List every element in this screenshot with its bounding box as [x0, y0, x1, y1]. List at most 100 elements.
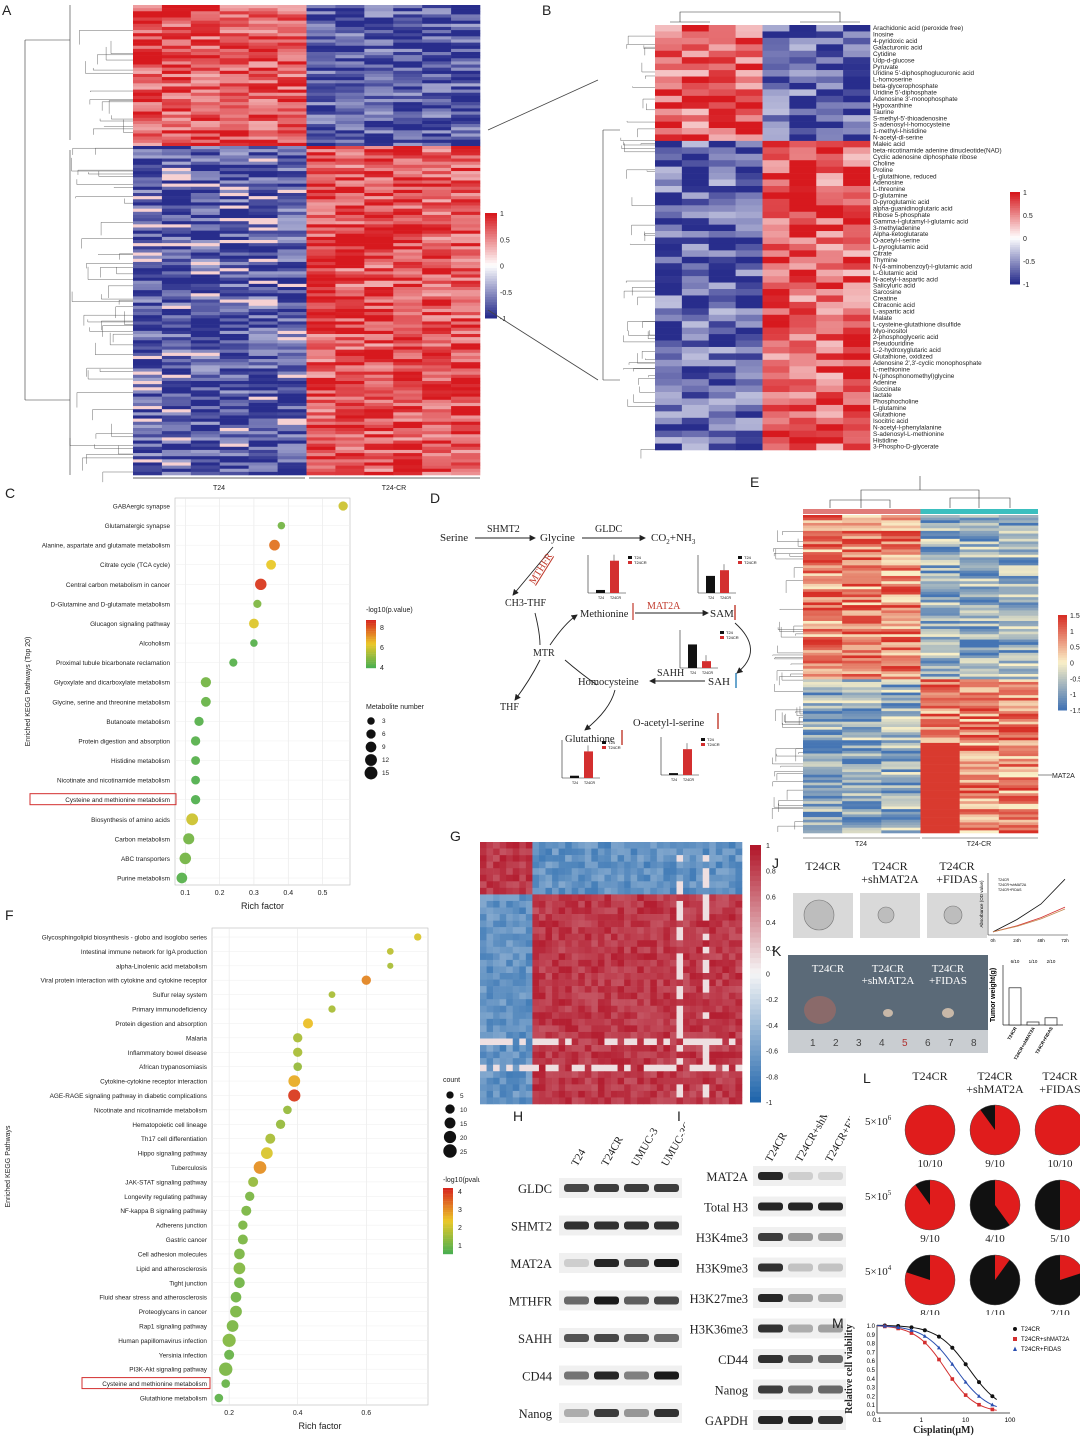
heat-cell	[133, 67, 163, 72]
dendrogram-branch	[626, 280, 655, 283]
corr-cell	[486, 946, 494, 954]
corr-cell	[656, 881, 664, 889]
heat-cell	[842, 565, 882, 569]
bubble-point	[237, 1234, 248, 1245]
heat-cell	[842, 785, 882, 789]
metabolite-label: Gamma-l-glutamyl-l-glutamic acid	[873, 218, 969, 225]
metabolite-label: Uridine 5'-diphosphate	[873, 90, 937, 97]
corr-cell	[643, 979, 651, 987]
corr-cell	[519, 959, 527, 967]
heat-cell	[190, 365, 221, 369]
corr-cell	[728, 894, 736, 902]
dendrogram-branch	[778, 800, 803, 812]
heat-cell	[161, 402, 192, 407]
heat-cell	[393, 287, 423, 291]
heat-cell	[762, 173, 790, 180]
heat-cell	[335, 330, 365, 335]
heat-cell	[133, 161, 163, 166]
heat-cell	[335, 23, 365, 28]
legend-swatch	[443, 1214, 453, 1217]
heat-cell	[451, 218, 481, 222]
heat-cell	[161, 424, 192, 429]
heat-cell	[920, 734, 960, 738]
heat-cell	[816, 417, 844, 425]
corr-cell	[480, 992, 487, 1000]
heat-cell	[998, 729, 1039, 733]
x-axis-label: Rich factor	[298, 1421, 341, 1431]
heat-cell	[959, 668, 1000, 672]
heat-cell	[219, 224, 249, 228]
heat-cell	[306, 161, 336, 166]
dendrogram-branch	[641, 62, 655, 73]
corr-cell	[532, 966, 540, 974]
corr-cell	[584, 861, 592, 869]
corr-cell	[545, 914, 553, 921]
corr-cell	[486, 940, 494, 948]
corr-cell	[676, 927, 684, 934]
heat-cell	[161, 77, 192, 81]
heat-cell	[422, 412, 452, 416]
heat-cell	[161, 302, 192, 307]
heat-cell	[219, 221, 249, 225]
corr-cell	[722, 992, 730, 1000]
heat-cell	[803, 777, 843, 781]
heat-cell	[842, 626, 882, 630]
heat-cell	[190, 283, 221, 288]
heat-cell	[161, 171, 192, 175]
corr-cell	[735, 946, 743, 954]
corr-cell	[538, 999, 546, 1007]
heat-cell	[762, 346, 790, 354]
heat-cell	[998, 581, 1039, 585]
heat-cell	[735, 25, 763, 32]
bubble-point	[186, 813, 199, 826]
corr-cell	[722, 920, 730, 928]
x-axis-label: Rich factor	[241, 901, 284, 911]
heat-cell	[881, 570, 921, 574]
corr-cell	[715, 986, 723, 993]
heat-cell	[881, 729, 921, 733]
corr-cell	[722, 959, 730, 967]
heat-cell	[843, 44, 871, 52]
heat-cell	[422, 340, 452, 344]
heat-cell	[843, 108, 871, 116]
panel-a-color-legend: 10.50-0.5-1	[485, 211, 512, 323]
corr-cell	[722, 940, 730, 948]
heat-cell	[816, 50, 844, 58]
corr-cell	[591, 914, 599, 921]
heat-cell	[920, 663, 960, 667]
corr-cell	[604, 848, 612, 856]
heat-cell	[842, 811, 882, 815]
heat-cell	[959, 705, 1000, 709]
panel-b-metabolite-labels: Arachidonic acid (peroxide free)Inosine4…	[873, 25, 1002, 451]
heat-cell	[306, 164, 336, 169]
heat-cell	[277, 177, 307, 181]
heat-cell	[959, 610, 1000, 614]
heat-cell	[422, 146, 452, 150]
heat-cell	[335, 39, 365, 43]
heat-cell	[335, 218, 365, 222]
heat-cell	[920, 827, 960, 831]
heat-cell	[219, 418, 249, 423]
heat-cell	[959, 636, 1000, 640]
heat-cell	[920, 589, 960, 593]
corr-cell	[643, 894, 651, 902]
corr-cell	[702, 848, 710, 856]
corr-cell	[512, 940, 520, 948]
corr-cell	[643, 927, 651, 934]
heat-cell	[842, 599, 882, 603]
heat-cell	[422, 396, 452, 401]
corr-cell	[486, 1025, 494, 1033]
color-legend-tick: 4	[380, 665, 384, 672]
corr-cell	[486, 986, 494, 993]
corr-cell	[611, 940, 618, 948]
heat-cell	[803, 623, 843, 627]
heat-cell	[789, 359, 817, 367]
heat-cell	[248, 105, 278, 109]
corr-cell	[696, 868, 703, 876]
heat-cell	[451, 352, 481, 357]
heat-cell	[998, 639, 1039, 643]
heat-cell	[422, 167, 452, 172]
corr-cell	[676, 973, 684, 980]
heat-cell	[248, 102, 278, 106]
metabolite-label: Malate	[873, 315, 893, 322]
